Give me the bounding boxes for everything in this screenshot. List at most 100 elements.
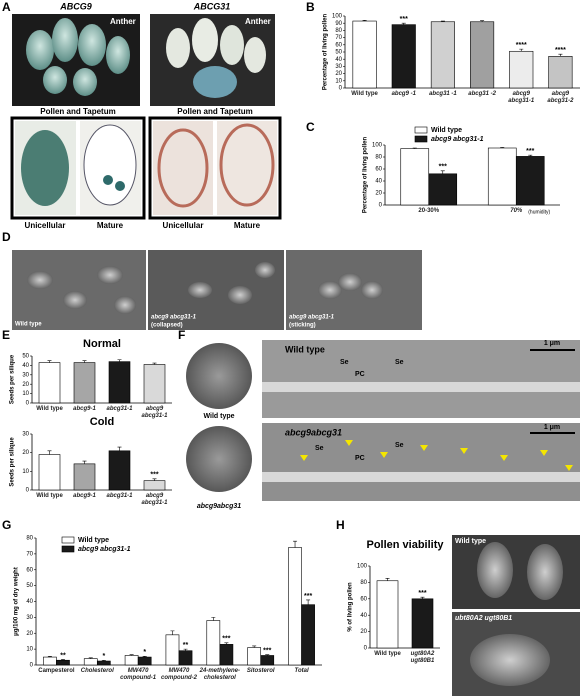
y-tick-label: 50 [335,50,342,56]
error-bar [528,154,533,157]
pollen-grains [477,542,563,600]
error-bar [224,642,229,645]
y-tick-label: 80 [335,28,342,34]
pollen-grain [103,175,113,185]
scale-label: 1 μm [544,340,560,347]
y-tick-label: 90 [335,21,342,27]
image-caption: Wild type [455,538,486,545]
significance-label: **** [516,42,527,49]
error-bar [152,478,157,481]
error-bar [47,450,52,455]
significance-label: *** [263,648,271,655]
image-sem-wild-type [12,250,146,330]
x-tick-label: abcg9 -1 [391,91,416,97]
x-tick-label: 24-methylene-cholesterol [199,668,241,681]
error-bar [412,147,417,149]
y-axis-label: μg/100 mg of dry weight [14,567,20,636]
bar [137,656,152,666]
image-section [153,121,213,215]
legend-label: Wild type [431,127,462,134]
y-tick-label: 80 [375,155,382,161]
x-tick-label: abcg9 abcg31-1 [508,91,535,104]
y-tick-label: 10 [22,469,29,475]
bar [143,480,166,491]
error-bar [362,20,367,22]
bar [165,634,180,666]
frame [148,116,282,220]
bar [83,658,98,666]
legend-label: Wild type [78,537,109,544]
error-bar [420,596,425,599]
panel-letter: C [306,120,315,134]
x-annotation: (humidity) [528,209,550,215]
y-tick-label: 60 [26,567,33,573]
pollen-grains [318,273,383,299]
y-tick-label: 0 [379,203,383,209]
significance-label: *** [222,636,230,643]
error-bar [88,657,93,659]
panel-letter: G [2,518,11,532]
legend-swatch [61,536,75,544]
error-bar [101,659,106,662]
significance-label: *** [526,148,534,155]
error-bar [306,599,311,605]
legend-label: abcg9 abcg31-1 [431,136,484,143]
error-bar [500,147,505,148]
y-tick-label: 20 [335,71,342,77]
legend-swatch [414,126,428,134]
panel-letter: A [2,0,11,14]
bar [548,56,573,89]
x-tick-label: abcg31 -1 [429,91,457,97]
error-bar [47,655,52,658]
image-caption: abcg9 abcg31-1 [151,315,197,321]
stage-label: Mature [97,221,124,230]
layer-label: PC [355,455,365,462]
x-tick-label: abcg31 -2 [468,91,496,97]
x-tick-label: abcg31-1 [106,406,133,412]
bar [288,547,302,666]
y-tick-label: 10 [26,647,33,653]
stage-label: Unicellular [25,221,66,230]
x-tick-label: 70% [510,208,523,214]
y-tick-label: 100 [372,143,383,149]
bar [38,454,61,491]
error-bar [265,654,270,656]
error-bar [519,48,524,52]
pollen-grain [470,634,550,686]
x-tick-label: abcg31-1 [106,493,133,499]
bar [509,50,534,89]
bar [301,604,315,666]
y-tick-label: 50 [26,583,33,589]
x-tick-label: Wild type [374,651,401,657]
bar [96,660,111,666]
bar [38,362,61,404]
genotype-label: Wild type [285,344,325,354]
layer-label: Se [315,445,324,452]
y-tick-label: 0 [26,488,30,494]
layer-label: Se [395,359,404,366]
y-tick-label: 40 [375,179,382,185]
error-bar [117,359,122,362]
x-tick-label: ugt80A2 ugt80B1 [410,651,435,664]
y-tick-label: 30 [26,615,33,621]
stage-label: Mature [234,221,261,230]
wall-layer [262,382,580,392]
y-axis-label: Percentage of living pollen [363,136,369,213]
image-caption: Wild type [203,413,234,420]
legend-swatch [61,545,75,553]
significance-label: ** [60,652,66,659]
panel-letter: F [178,328,185,342]
pollen-grain [115,181,125,191]
significance-label: * [143,649,146,656]
wall-layer [262,472,580,482]
bar [430,21,455,89]
locule [83,124,137,206]
bar [470,21,495,89]
bar [73,362,96,404]
error-bar [211,617,216,621]
x-tick-label: MW470 compound-2 [160,668,197,681]
y-tick-label: 40 [335,57,342,63]
bar [391,24,416,89]
panel-letter: B [306,0,315,14]
